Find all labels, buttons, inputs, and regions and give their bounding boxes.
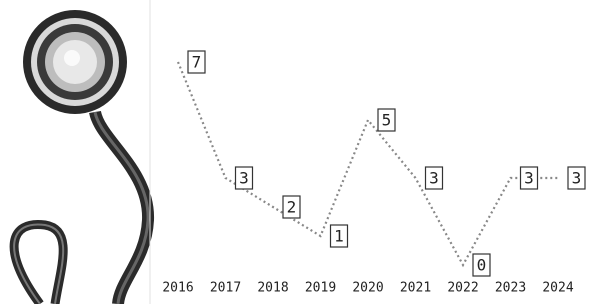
- stethoscope-illustration: [14, 10, 148, 304]
- data-line: [178, 62, 558, 265]
- x-tick-label: 2022: [447, 281, 478, 296]
- value-label: 7: [192, 53, 202, 72]
- value-label: 3: [572, 169, 582, 188]
- x-tick-label: 2021: [400, 281, 431, 296]
- page: 7 3 2 1 5 3 0 3 3 2016 2017 2018 2019 2020 2021 2022 202…: [0, 0, 590, 304]
- value-label: 5: [382, 111, 392, 130]
- value-label: 0: [477, 256, 487, 275]
- line-chart: 7 3 2 1 5 3 0 3 3 2016 2017 2018 2019 2020 2021 2022 202…: [162, 51, 585, 296]
- x-tick-label: 2016: [162, 281, 193, 296]
- x-tick-label: 2019: [305, 281, 336, 296]
- value-label: 3: [524, 169, 534, 188]
- x-tick-label: 2018: [257, 281, 288, 296]
- x-tick-label: 2024: [542, 281, 573, 296]
- value-label: 1: [334, 227, 344, 246]
- value-label: 3: [429, 169, 439, 188]
- value-label: 3: [239, 169, 249, 188]
- x-tick-label: 2020: [352, 281, 383, 296]
- x-tick-label: 2023: [495, 281, 526, 296]
- x-tick-label: 2017: [210, 281, 241, 296]
- value-label: 2: [287, 198, 297, 217]
